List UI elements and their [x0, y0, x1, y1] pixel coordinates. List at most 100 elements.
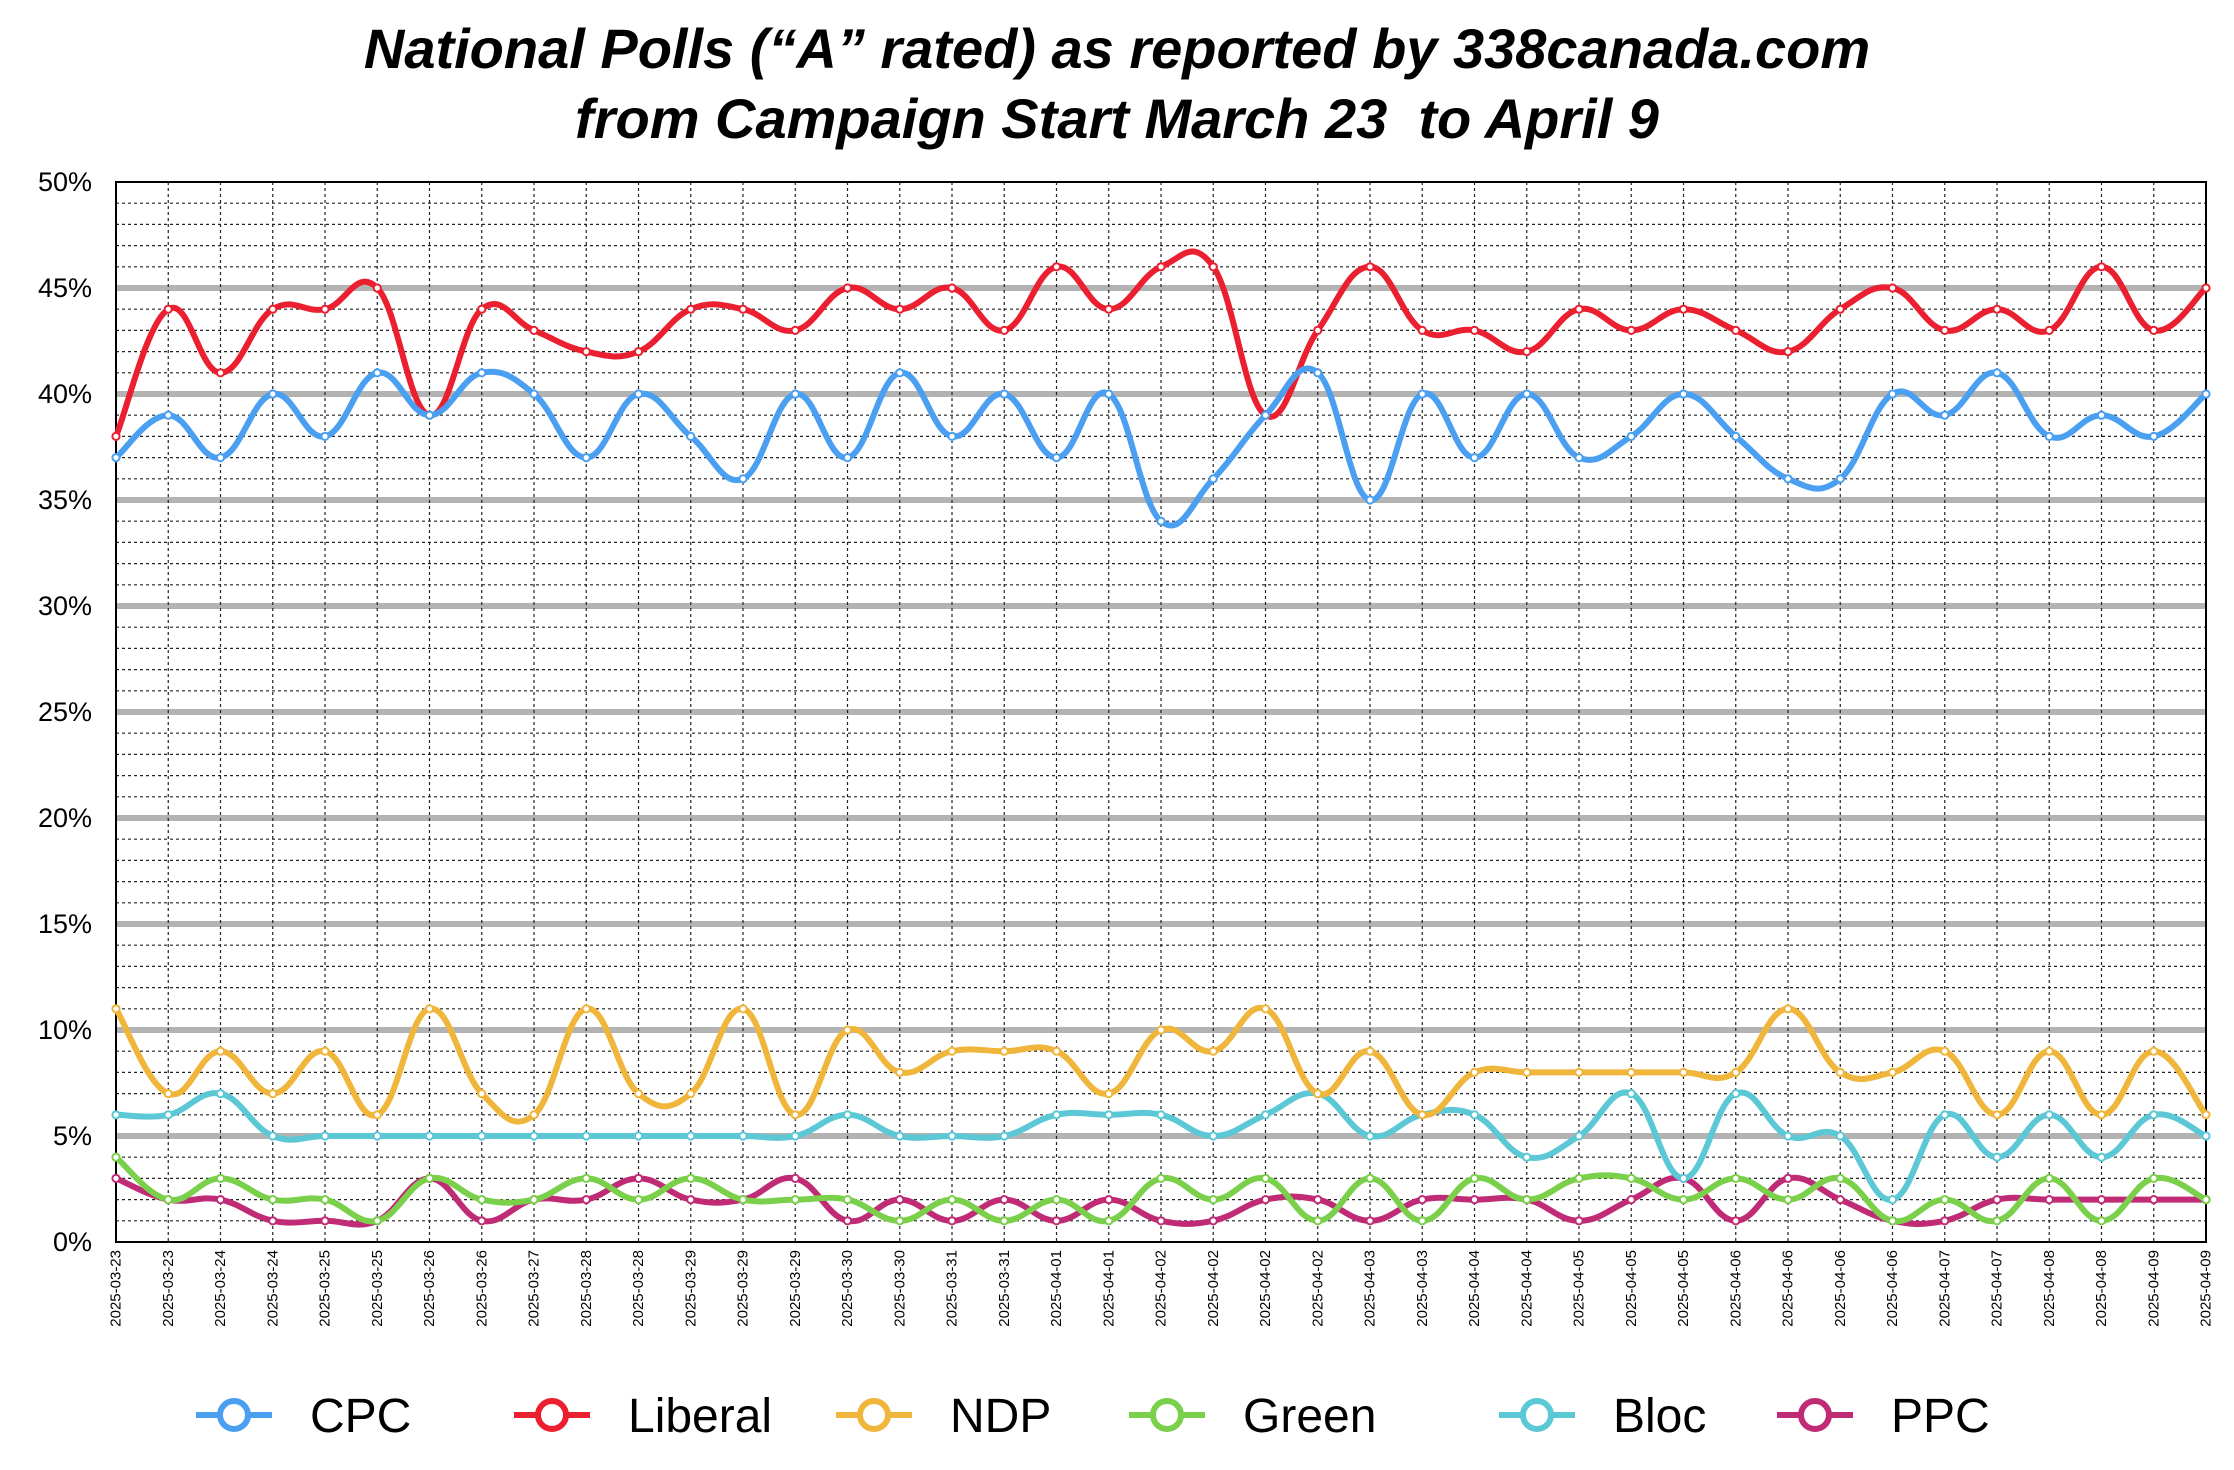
data-point — [372, 368, 382, 378]
data-point — [1992, 368, 2002, 378]
data-point — [477, 1216, 487, 1226]
x-tick-label: 2025-03-24 — [212, 1250, 229, 1327]
data-point — [1051, 1110, 1062, 1120]
data-point — [372, 1131, 382, 1141]
y-tick-label: 35% — [38, 485, 92, 515]
chart-title: National Polls (“A” rated) as reported b… — [0, 14, 2234, 154]
series-ndp — [111, 1004, 2211, 1125]
chart-title-line-1: National Polls (“A” rated) as reported b… — [363, 17, 1871, 80]
chart-title-line-2: from Campaign Start March 23 to April 9 — [575, 87, 1659, 150]
data-point — [1835, 1195, 1845, 1205]
x-tick-label: 2025-03-23 — [108, 1250, 125, 1327]
data-point — [111, 1004, 121, 1014]
data-point — [2201, 283, 2211, 293]
data-point — [1051, 1216, 1062, 1226]
x-tick-label: 2025-04-05 — [1623, 1250, 1640, 1327]
data-point — [1626, 1089, 1636, 1099]
data-point — [1313, 1195, 1323, 1205]
data-point — [1574, 453, 1584, 463]
data-point — [1626, 1173, 1636, 1184]
data-point — [738, 1131, 748, 1141]
data-point — [163, 304, 173, 314]
data-point — [2149, 1046, 2159, 1056]
data-point — [529, 389, 539, 399]
data-point — [2044, 1110, 2054, 1120]
data-point — [2044, 1046, 2054, 1056]
data-point — [633, 1195, 644, 1205]
data-point — [1940, 1216, 1950, 1226]
data-point — [320, 1046, 330, 1056]
data-point — [1940, 325, 1950, 335]
data-point — [1365, 1216, 1375, 1226]
x-tick-label: 2025-04-05 — [1571, 1250, 1588, 1327]
data-point — [111, 1173, 121, 1184]
data-point — [1940, 1195, 1950, 1205]
data-point — [842, 1025, 853, 1035]
data-point — [1887, 283, 1898, 293]
legend-item-bloc: Bloc — [1499, 1390, 1706, 1443]
data-point — [1940, 410, 1950, 420]
x-tick-label: 2025-04-06 — [1832, 1250, 1849, 1327]
data-point — [790, 1131, 800, 1141]
data-point — [1417, 325, 1427, 335]
data-point — [633, 347, 644, 357]
data-point — [477, 1195, 487, 1205]
data-point — [1313, 1216, 1323, 1226]
data-point — [1574, 1173, 1584, 1184]
x-tick-label: 2025-04-05 — [1675, 1250, 1692, 1327]
data-point — [790, 325, 800, 335]
data-point — [1365, 1131, 1375, 1141]
legend-label: Liberal — [628, 1390, 772, 1443]
y-tick-label: 5% — [53, 1121, 92, 1151]
plot-frame — [115, 181, 2207, 1243]
data-point — [1156, 1110, 1166, 1120]
data-point — [1260, 1195, 1271, 1205]
data-point — [477, 368, 487, 378]
data-point — [529, 1110, 539, 1120]
legend-item-green: Green — [1129, 1390, 1376, 1443]
data-point — [1417, 1216, 1427, 1226]
x-tick-label: 2025-03-30 — [839, 1250, 856, 1327]
legend-label: Green — [1243, 1390, 1376, 1443]
data-point — [111, 1110, 121, 1120]
data-point — [1731, 1173, 1741, 1184]
x-tick-label: 2025-04-02 — [1205, 1250, 1222, 1327]
data-point — [686, 1089, 696, 1099]
data-point — [842, 283, 853, 293]
x-axis-ticks: 2025-03-23 2025-03-23 2025-03-24 2025-03-24… — [108, 1250, 2215, 1327]
data-point — [1626, 1195, 1636, 1205]
data-point — [842, 1216, 853, 1226]
data-point — [1208, 1131, 1218, 1141]
x-tick-label: 2025-04-01 — [1100, 1250, 1117, 1327]
y-tick-label: 45% — [38, 273, 92, 303]
x-tick-label: 2025-04-04 — [1466, 1250, 1483, 1327]
data-point — [320, 431, 330, 441]
data-point — [947, 283, 957, 293]
data-point — [895, 1216, 905, 1226]
data-point — [1835, 1173, 1845, 1184]
data-point — [163, 1195, 173, 1205]
y-tick-label: 50% — [38, 167, 92, 197]
data-point — [1731, 431, 1741, 441]
data-point — [1156, 1173, 1166, 1184]
data-point — [895, 368, 905, 378]
data-point — [842, 453, 853, 463]
data-point — [947, 1046, 957, 1056]
data-point — [1783, 474, 1793, 484]
legend-marker — [1150, 1398, 1184, 1432]
data-point — [268, 1089, 278, 1099]
legend-item-ppc: PPC — [1777, 1390, 1990, 1443]
data-point — [1574, 1131, 1584, 1141]
data-point — [1940, 1110, 1950, 1120]
data-point — [947, 1131, 957, 1141]
data-point — [1731, 1067, 1741, 1078]
data-point — [268, 1131, 278, 1141]
series-lines — [111, 248, 2211, 1228]
y-axis-ticks: 0% 5% 10% 15% 20% 25% 30% 35% 40% 45% 50% — [38, 167, 92, 1257]
x-tick-label: 2025-03-31 — [996, 1250, 1013, 1327]
data-point — [1156, 1216, 1166, 1226]
data-point — [1731, 1216, 1741, 1226]
data-point — [842, 1110, 853, 1120]
data-point — [1469, 1195, 1480, 1205]
